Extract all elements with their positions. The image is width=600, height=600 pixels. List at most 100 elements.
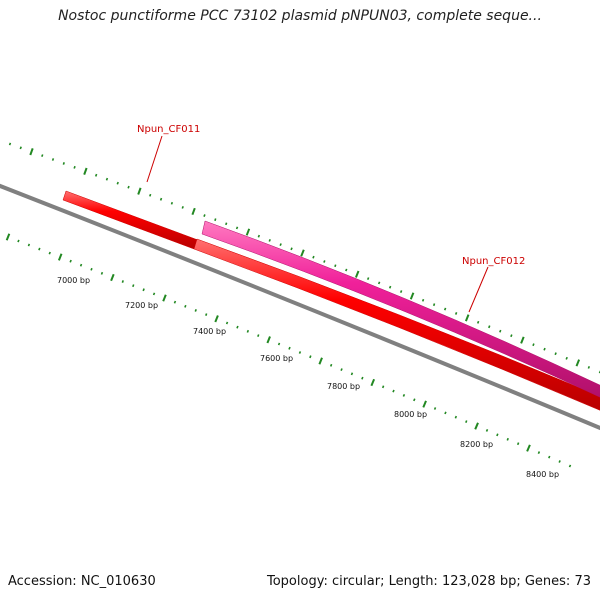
gene-label-npun-cf011[interactable]: Npun_CF011 (137, 124, 200, 135)
outer-tick-minor (565, 356, 568, 360)
outer-tick-minor (399, 290, 403, 293)
callout-line-npun-cf011 (146, 135, 163, 183)
outer-tick-minor (543, 347, 546, 351)
outer-tick-major (245, 228, 251, 236)
inner-tick-minor (537, 451, 541, 455)
outer-tick-major (409, 292, 415, 300)
inner-tick-minor (38, 247, 41, 251)
outer-tick-minor (73, 165, 76, 169)
inner-tick-minor (69, 259, 72, 263)
inner-tick-minor (350, 372, 354, 376)
accession-text: Accession: NC_010630 (8, 574, 156, 589)
bp-label-8000: 8000 bp (394, 410, 427, 419)
outer-tick-minor (499, 329, 502, 333)
inner-tick-minor (121, 280, 124, 283)
outer-tick-major (83, 167, 88, 175)
outer-tick-minor (334, 264, 337, 268)
inner-tick-major (162, 294, 167, 302)
bp-label-7200: 7200 bp (125, 301, 158, 310)
outer-tick-minor (41, 154, 44, 158)
inner-tick-minor (173, 300, 177, 304)
inner-tick-minor (288, 346, 291, 350)
inner-tick-major (370, 378, 376, 387)
inner-tick-minor (496, 433, 499, 437)
outer-tick-minor (279, 243, 282, 247)
outer-tick-major (191, 207, 196, 216)
inner-tick-minor (132, 284, 135, 288)
inner-tick-minor (100, 271, 104, 275)
inner-tick-minor (548, 455, 551, 459)
outer-tick-major (575, 359, 581, 367)
inner-tick-major (57, 253, 63, 261)
inner-tick-minor (246, 329, 250, 333)
inner-tick-minor (454, 415, 458, 419)
outer-tick-minor (366, 277, 370, 281)
outer-tick-minor (476, 320, 480, 324)
bp-label-7000: 7000 bp (57, 276, 90, 285)
inner-tick-major (526, 444, 531, 452)
inner-tick-major (422, 400, 427, 408)
outer-tick-minor (127, 185, 130, 189)
inner-tick-minor (329, 363, 333, 367)
inner-tick-minor (485, 428, 489, 432)
inner-tick-minor (298, 351, 302, 354)
inner-tick-minor (381, 385, 385, 389)
inner-tick-major (474, 422, 479, 430)
topology-summary: Topology: circular; Length: 123,028 bp; … (266, 574, 591, 589)
outer-tick-major (520, 336, 525, 344)
inner-tick-major (214, 315, 219, 323)
outer-tick-minor (62, 162, 65, 165)
inner-tick-minor (402, 393, 406, 397)
outer-tick-minor (388, 285, 392, 289)
inner-tick-minor (194, 309, 197, 312)
outer-tick-minor (345, 268, 348, 272)
outer-tick-minor (323, 260, 326, 263)
inner-tick-minor (90, 267, 93, 271)
outer-tick-minor (181, 205, 184, 209)
outer-tick-minor (94, 173, 98, 177)
outer-tick-minor (377, 281, 381, 285)
inner-tick-major (318, 357, 323, 365)
outer-tick-minor (532, 343, 535, 347)
inner-tick-minor (516, 442, 520, 446)
outer-tick-minor (149, 193, 152, 197)
bp-label-7600: 7600 bp (260, 354, 293, 363)
callout-line-npun-cf012 (468, 266, 489, 313)
outer-tick-minor (510, 334, 513, 338)
outer-tick-minor (159, 197, 163, 201)
outer-tick-minor (421, 298, 425, 302)
inner-tick-marks (5, 233, 572, 468)
inner-tick-minor (152, 292, 156, 296)
inner-tick-minor (361, 376, 364, 380)
gene-npun-cf012[interactable] (201, 220, 600, 399)
gene-label-npun-cf012[interactable]: Npun_CF012 (462, 256, 525, 267)
outer-tick-marks (8, 142, 600, 374)
outer-tick-minor (19, 146, 22, 150)
outer-tick-minor (116, 181, 119, 185)
inner-tick-minor (27, 243, 31, 247)
bp-label-8400: 8400 bp (526, 470, 559, 479)
gene-npun-cf011-continued[interactable] (193, 238, 600, 412)
outer-tick-minor (432, 303, 436, 307)
outer-tick-major (300, 249, 305, 257)
inner-tick-minor (236, 325, 239, 329)
plasmid-backbone (0, 183, 600, 431)
outer-tick-minor (51, 158, 55, 161)
outer-tick-minor (235, 226, 239, 230)
bp-label-7400: 7400 bp (193, 327, 226, 336)
inner-tick-minor (465, 420, 468, 424)
inner-tick-major (5, 233, 11, 241)
outer-tick-minor (203, 214, 206, 217)
outer-tick-minor (312, 255, 315, 259)
outer-tick-minor (214, 218, 217, 222)
outer-tick-minor (554, 352, 557, 356)
outer-tick-minor (170, 201, 174, 205)
outer-tick-major (29, 148, 34, 156)
outer-tick-major (464, 314, 470, 322)
inner-tick-minor (568, 464, 572, 468)
inner-tick-minor (444, 411, 447, 415)
outer-tick-minor (488, 325, 491, 329)
outer-tick-minor (443, 307, 447, 311)
inner-tick-minor (309, 355, 312, 359)
inner-tick-minor (79, 263, 83, 267)
